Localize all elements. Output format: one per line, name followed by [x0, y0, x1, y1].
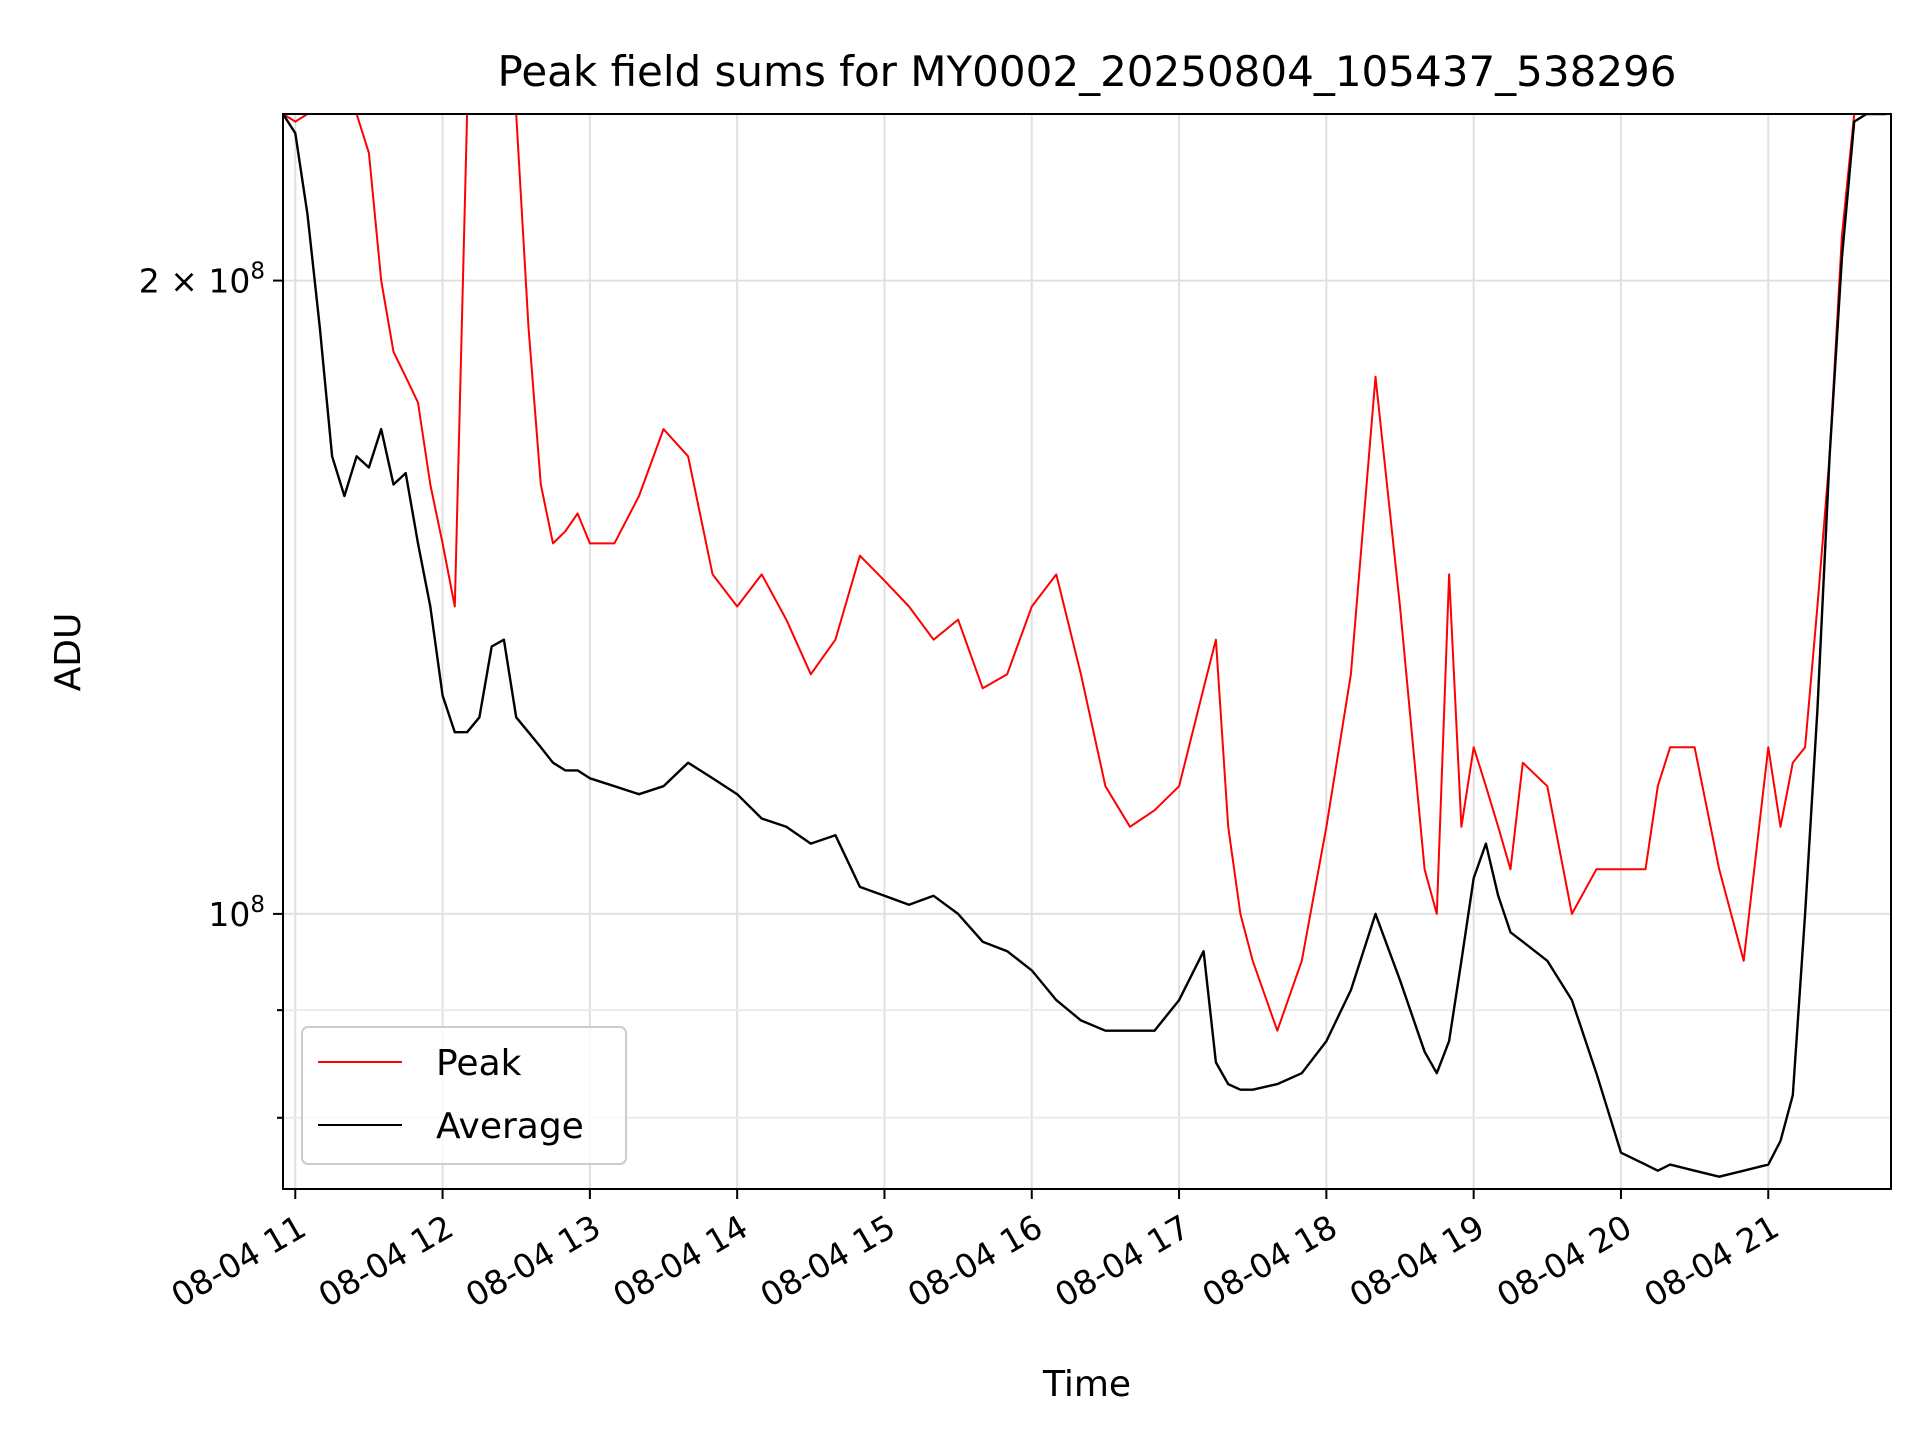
series-line-peak [283, 114, 1887, 1032]
x-axis-label: Time [1042, 1364, 1131, 1405]
legend-label-average: Average [436, 1106, 584, 1147]
series-layer [283, 114, 1887, 1178]
plot-frame [282, 113, 1892, 1190]
chart-title: Peak field sums for MY0002_20250804_1054… [497, 47, 1676, 96]
y-tick-label: 2 × 108 [139, 259, 265, 301]
legend: Peak Average [301, 1026, 627, 1165]
y-axis-label: ADU [48, 613, 89, 692]
grid [283, 114, 1891, 1189]
legend-label-peak: Peak [436, 1043, 522, 1084]
series-line-average [283, 114, 1887, 1178]
